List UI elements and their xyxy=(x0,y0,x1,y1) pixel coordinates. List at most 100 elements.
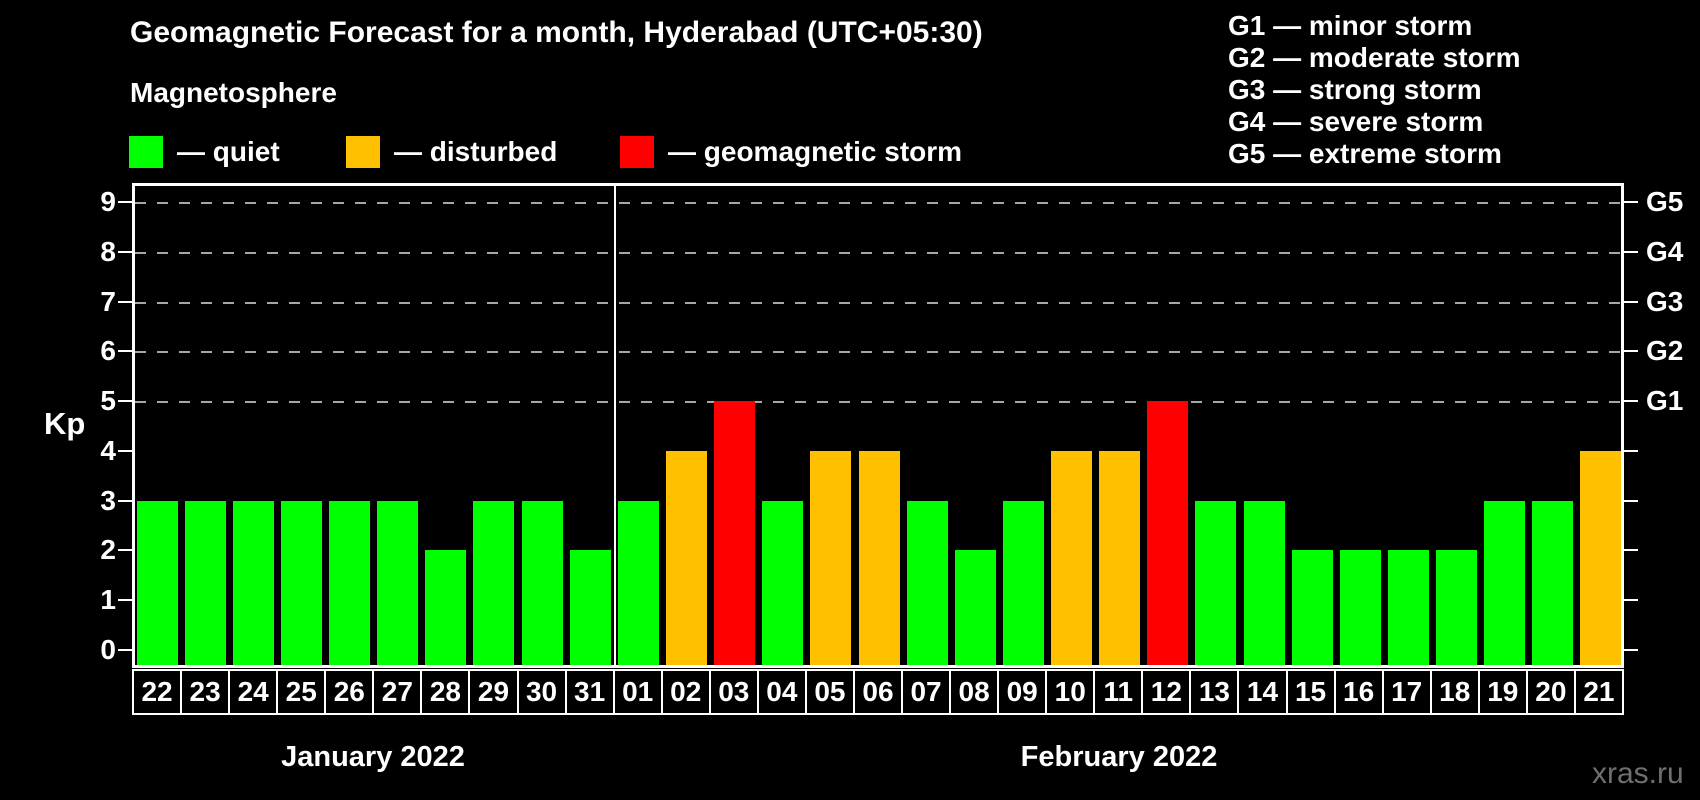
kp-bar xyxy=(954,550,996,665)
right-axis-tick xyxy=(1624,350,1638,353)
day-label: 27 xyxy=(372,671,420,713)
y-axis-tick-label: 1 xyxy=(100,584,116,616)
day-label: 30 xyxy=(516,671,565,713)
day-label: 17 xyxy=(1381,671,1430,713)
kp-bar xyxy=(858,451,900,665)
y-axis-tick xyxy=(118,200,132,203)
kp-bar xyxy=(1580,451,1622,665)
day-label: 18 xyxy=(1429,671,1478,713)
kp-bar xyxy=(665,451,707,665)
day-label: 23 xyxy=(180,671,228,713)
legend-label-disturbed: — disturbed xyxy=(394,136,558,167)
legend-item-quiet: — quiet xyxy=(129,132,280,172)
month-label-february: February 2022 xyxy=(1020,741,1218,773)
kp-bar xyxy=(473,501,515,665)
y-axis-tick xyxy=(118,549,132,552)
kp-bar xyxy=(906,501,948,665)
g-level-label-g4: G4 xyxy=(1646,235,1684,267)
y-axis-tick-label: 3 xyxy=(100,484,116,516)
g-level-label-g1: G1 xyxy=(1646,385,1684,417)
kp-bar xyxy=(1002,501,1044,665)
right-axis-tick xyxy=(1624,400,1638,403)
kp-bar xyxy=(1339,550,1381,665)
month-separator-line xyxy=(613,186,616,665)
day-label: 19 xyxy=(1477,671,1526,713)
y-axis-tick xyxy=(118,649,132,651)
day-label: 05 xyxy=(804,671,853,713)
kp-bar xyxy=(1484,501,1526,665)
kp-bar xyxy=(1195,501,1237,665)
day-label: 25 xyxy=(276,671,324,713)
kp-bar xyxy=(714,401,756,665)
right-axis-tick xyxy=(1624,250,1638,253)
kp-bar xyxy=(1291,550,1333,665)
legend-label-quiet: — quiet xyxy=(177,136,280,167)
day-label: 04 xyxy=(756,671,805,713)
day-label: 20 xyxy=(1525,671,1574,713)
chart-title: Geomagnetic Forecast for a month, Hydera… xyxy=(130,16,983,49)
day-label: 01 xyxy=(612,671,661,713)
y-axis-tick-label: 9 xyxy=(100,185,116,217)
kp-gridline-g3 xyxy=(135,301,1621,304)
kp-bar xyxy=(184,501,226,665)
kp-gridline-g4 xyxy=(135,251,1621,254)
right-axis-tick xyxy=(1624,300,1638,303)
day-label: 06 xyxy=(852,671,901,713)
kp-bar xyxy=(377,501,419,665)
day-label: 15 xyxy=(1285,671,1334,713)
right-axis-tick xyxy=(1624,449,1638,452)
plot-area xyxy=(132,183,1624,668)
day-label: 09 xyxy=(997,671,1045,713)
g-scale-legend-line: G3 — strong storm xyxy=(1228,74,1482,105)
kp-bar xyxy=(1243,501,1285,665)
kp-bar xyxy=(810,451,852,665)
y-axis-title: Kp xyxy=(44,406,86,441)
y-axis-tick xyxy=(118,350,132,353)
kp-bar xyxy=(569,550,611,665)
y-axis-tick xyxy=(118,250,132,253)
y-axis-tick xyxy=(118,499,132,502)
day-label: 28 xyxy=(420,671,468,713)
day-label: 02 xyxy=(660,671,709,713)
kp-bar xyxy=(1387,550,1429,665)
day-label: 16 xyxy=(1333,671,1382,713)
g-level-label-g3: G3 xyxy=(1646,285,1684,317)
day-label: 14 xyxy=(1237,671,1285,713)
g-level-label-g2: G2 xyxy=(1646,335,1684,367)
month-label-january: January 2022 xyxy=(281,741,465,773)
y-axis-tick xyxy=(118,599,132,602)
y-axis-tick xyxy=(118,300,132,303)
kp-bar xyxy=(1051,451,1093,665)
y-axis-tick-label: 8 xyxy=(100,235,116,267)
g-scale-legend-line: G2 — moderate storm xyxy=(1228,42,1521,73)
kp-bar xyxy=(232,501,274,665)
day-label: 08 xyxy=(949,671,997,713)
kp-bar xyxy=(329,501,371,665)
kp-bar xyxy=(1147,401,1189,665)
kp-bar xyxy=(280,501,322,665)
y-axis-tick-label: 5 xyxy=(100,385,116,417)
kp-gridline-g1 xyxy=(135,401,1621,404)
legend-swatch-disturbed xyxy=(346,136,380,168)
right-axis-tick xyxy=(1624,499,1638,502)
y-axis-tick xyxy=(118,449,132,452)
right-axis-tick xyxy=(1624,549,1638,552)
legend-swatch-quiet xyxy=(129,136,163,168)
day-label: 07 xyxy=(901,671,949,713)
kp-bar xyxy=(617,501,659,665)
legend-item-disturbed: — disturbed xyxy=(346,132,557,172)
g-scale-legend-line: G4 — severe storm xyxy=(1228,106,1484,137)
day-label: 22 xyxy=(141,676,173,707)
day-label: 21 xyxy=(1573,671,1622,713)
day-label: 24 xyxy=(228,671,276,713)
g-scale-legend-line: G1 — minor storm xyxy=(1228,10,1473,41)
day-label: 11 xyxy=(1093,671,1141,713)
right-axis-tick xyxy=(1624,599,1638,602)
g-scale-legend-line: G5 — extreme storm xyxy=(1228,138,1502,169)
day-label: 13 xyxy=(1189,671,1237,713)
watermark: xras.ru xyxy=(1592,757,1684,790)
kp-gridline-g2 xyxy=(135,351,1621,354)
day-label: 10 xyxy=(1045,671,1093,713)
g-scale-legend: G1 — minor storm G2 — moderate storm G3 — … xyxy=(1228,10,1521,170)
